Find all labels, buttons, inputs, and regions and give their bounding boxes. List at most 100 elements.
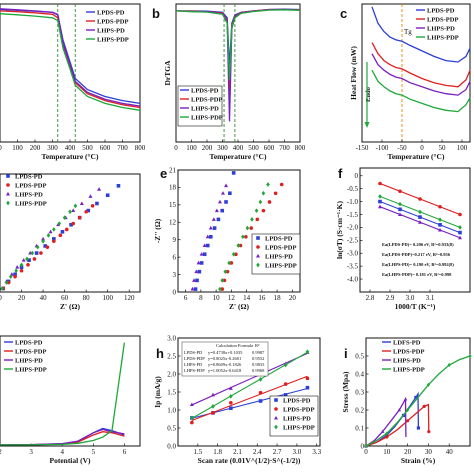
series-lpds-pd (371, 6, 471, 63)
y-tick-label: 15 (169, 201, 177, 209)
series-line (371, 42, 471, 88)
data-point (196, 260, 201, 265)
data-point (244, 235, 248, 239)
x-axis-label: Scan rate (0.01V^(1/2)·S^(-1/2)) (198, 456, 301, 465)
legend: LPDS-PD LPDS-PDP LHPS-PD LHPS-PDP (177, 85, 223, 127)
x-tick-label: 2.7 (273, 448, 282, 456)
legend: LDFS-PD LPDS-PDP LHPS-PD LHPS-PDP (382, 340, 425, 374)
panel-e: 6 8 10 12 14 16 18 20 0 3 6 9 12 15 18 21 Z' (Ω) -Z'' (Ω)… (153, 166, 301, 311)
data-point (398, 201, 402, 207)
data-point (385, 431, 389, 436)
legend-label: LHPS-PD (191, 106, 219, 113)
legend-swatch (274, 407, 278, 411)
legend: LPDS-PD LPDS-PDP LHPS-PD LHPS-PDP (416, 8, 459, 42)
data-point (73, 203, 78, 209)
data-point (220, 208, 225, 213)
y-tick-label: 0 (361, 442, 365, 450)
data-point (46, 233, 51, 238)
data-point (258, 199, 263, 205)
series-lhps-pd (378, 204, 462, 240)
y-tick-label: 21 (169, 166, 177, 174)
legend: LPDS-PD LPDS-PDP LHPS-PD LHPS-PDP (251, 233, 301, 275)
data-point (194, 269, 199, 274)
y-tick-label: 0.3 (355, 388, 364, 396)
data-point (26, 263, 30, 267)
y-tick-label: 2.0 (167, 370, 176, 378)
activation-energy-label: Ea(LPDS-PD)= 0.206 eV, R²=0.933(8) (382, 242, 454, 247)
y-tick-label: 9 (173, 236, 177, 244)
inset-cell: y=1.0052x-0.6418 (208, 368, 242, 373)
x-tick-label: 30 (425, 448, 433, 456)
legend-label: LHPS-PDP (15, 367, 47, 374)
legend: LPDS-PD LPDS-PDP LHPS-PD LHPS-PDP (269, 395, 319, 437)
data-point (273, 191, 278, 196)
data-point (218, 286, 222, 292)
x-tick-label: 20 (404, 448, 412, 456)
data-point (105, 193, 110, 198)
data-point (245, 225, 250, 231)
data-point (190, 286, 195, 291)
panel-letter: f (338, 166, 343, 181)
data-point (77, 215, 82, 220)
data-point (192, 278, 196, 282)
legend-label: LPDS-PD (427, 8, 455, 15)
data-point (224, 200, 228, 204)
data-point (422, 404, 426, 408)
x-axis-label: Temperature (°C) (210, 152, 267, 161)
x-tick-label: 300 (47, 144, 58, 152)
legend-label: LHPS-PD (265, 254, 293, 261)
activation-energy-label: Ea(LPDS-PDP)=0.217 eV, R²=0.956 (382, 252, 451, 257)
x-tick-label: 8 (199, 294, 203, 302)
data-point (195, 278, 199, 283)
x-tick-label: 100 (12, 144, 23, 152)
inset-cell: 0.9987 (252, 350, 265, 355)
data-point (221, 191, 225, 195)
x-tick-label: 2.8 (366, 294, 375, 302)
series-lhps-pd (371, 53, 471, 96)
x-tick-label: 12 (228, 294, 236, 302)
x-tick-label: 0 (174, 144, 178, 152)
series-lhps-pdp (0, 203, 78, 291)
data-point (52, 239, 56, 244)
data-point (229, 406, 233, 410)
legend-label: LPDS-PDP (191, 97, 222, 104)
data-point (416, 426, 421, 430)
data-point (34, 251, 39, 255)
panel-letter: b (152, 6, 160, 21)
panel-f: 2.8 2.9 3.0 3.1 0 -0.5 -1.0 -1.5 -2.0 -2.5 -3.0 -3.… (335, 166, 471, 311)
legend: LPDS-PD LPDS-PDP LHPS-PD LHPS-PDP (6, 174, 47, 208)
data-point (13, 274, 17, 279)
series-line (0, 342, 126, 446)
series-line (365, 355, 471, 447)
series-lpds-pdp (378, 181, 462, 217)
data-point (225, 269, 230, 274)
y-tick-label: 1.0 (167, 406, 176, 414)
series-line (0, 431, 125, 446)
x-tick-label: 3.0 (406, 294, 415, 302)
data-point (71, 208, 76, 213)
series-lpds-pd (176, 8, 301, 67)
data-point (197, 269, 202, 274)
data-point (378, 204, 382, 209)
series-lhps-pd (364, 396, 408, 448)
data-point (231, 251, 236, 257)
y-tick-label: 0.0 (167, 442, 176, 450)
x-tick-label: 2.4 (253, 448, 262, 456)
y-tick-label: 3 (173, 271, 177, 279)
data-point (211, 404, 215, 409)
data-point (222, 278, 227, 283)
legend-label: LHPS-PD (427, 26, 455, 33)
legend-label: LPDS-PDP (393, 349, 424, 356)
series-line (371, 69, 471, 113)
y-tick-label: 0.5 (355, 352, 364, 360)
plot-frame (177, 169, 301, 293)
x-tick-label: 20 (289, 294, 297, 302)
data-point (217, 199, 222, 204)
x-tick-label: 300 (217, 144, 228, 152)
legend-label: LPDS-PD (283, 398, 311, 405)
legend-label: LHPS-PDP (191, 115, 223, 122)
y-tick-label: 0.5 (167, 424, 176, 432)
panel-letter: i (344, 346, 348, 361)
panel-c: -150 -100 -50 0 50 100 Temperature (°C) Heat Fl… (340, 3, 471, 161)
